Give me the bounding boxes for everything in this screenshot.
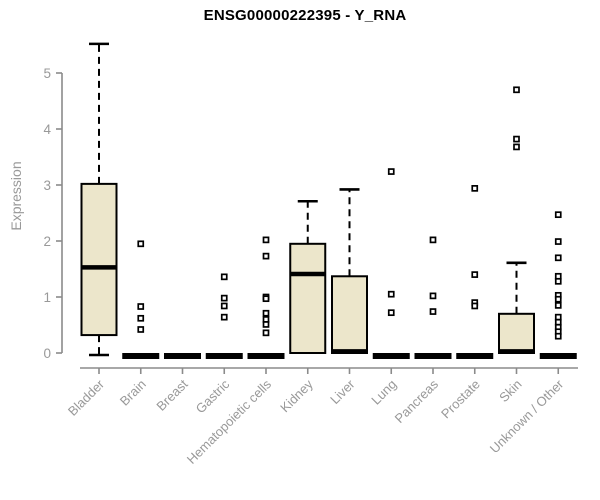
outlier-pancreas: [429, 236, 437, 244]
outlier-gastric: [220, 273, 228, 281]
x-tick-label-liver: Liver: [327, 376, 358, 407]
collapsed-box-unknown-other: [539, 353, 577, 359]
outlier-gastric: [220, 313, 228, 321]
outlier-gastric: [220, 294, 228, 302]
y-tick-label: 1: [43, 290, 51, 305]
x-tick-label-breast: Breast: [153, 376, 190, 413]
y-tick-label: 3: [43, 178, 51, 193]
box-kidney: [289, 242, 327, 354]
collapsed-box-brain: [122, 353, 160, 359]
outlier-unknown-other: [554, 238, 562, 245]
collapsed-box-gastric: [205, 353, 243, 359]
x-tick-label-prostate: Prostate: [438, 377, 483, 422]
outlier-lung: [387, 309, 395, 317]
outlier-hematopoietic-cells: [262, 236, 270, 244]
x-tick-label-bladder: Bladder: [65, 376, 108, 419]
collapsed-box-lung: [372, 353, 410, 359]
outlier-unknown-other: [554, 254, 562, 262]
outlier-gastric: [220, 302, 228, 310]
outlier-unknown-other: [554, 302, 562, 309]
x-tick-label-gastric: Gastric: [193, 376, 233, 416]
y-tick-label: 5: [43, 66, 51, 81]
y-tick-label: 0: [43, 346, 51, 361]
outlier-skin: [513, 86, 520, 94]
outlier-unknown-other: [554, 295, 562, 303]
outlier-skin: [513, 143, 520, 151]
collapsed-box-pancreas: [414, 353, 452, 359]
outlier-hematopoietic-cells: [262, 309, 270, 317]
outlier-brain: [137, 240, 145, 248]
outlier-prostate: [471, 185, 479, 192]
y-tick-label: 4: [43, 122, 51, 137]
outlier-hematopoietic-cells: [262, 252, 270, 260]
x-tick-label-skin: Skin: [496, 377, 524, 405]
outlier-skin: [513, 135, 520, 143]
x-tick-label-brain: Brain: [117, 377, 149, 409]
outlier-lung: [387, 168, 395, 175]
chart-title: ENSG00000222395 - Y_RNA: [203, 7, 407, 24]
outlier-unknown-other: [554, 332, 562, 340]
collapsed-box-hematopoietic-cells: [247, 353, 285, 359]
x-tick-label-pancreas: Pancreas: [392, 376, 442, 426]
outlier-pancreas: [429, 308, 437, 315]
outlier-brain: [137, 314, 145, 322]
outlier-unknown-other: [554, 211, 562, 219]
outlier-prostate: [471, 271, 479, 278]
x-tick-label-unknown-other: Unknown / Other: [487, 376, 567, 456]
outlier-hematopoietic-cells: [262, 329, 270, 337]
outlier-prostate: [471, 302, 479, 310]
outlier-hematopoietic-cells: [262, 295, 270, 303]
collapsed-box-prostate: [456, 353, 494, 359]
box-liver: [331, 275, 368, 354]
outlier-unknown-other: [554, 277, 562, 285]
outlier-pancreas: [429, 292, 437, 300]
y-tick-label: 2: [43, 234, 51, 249]
outlier-lung: [387, 290, 395, 298]
x-tick-label-lung: Lung: [368, 377, 399, 408]
collapsed-box-breast: [164, 353, 201, 359]
box-skin: [498, 312, 535, 354]
box-bladder: [80, 182, 118, 337]
outlier-brain: [137, 303, 145, 310]
outlier-brain: [137, 326, 145, 333]
outlier-hematopoietic-cells: [262, 321, 270, 328]
x-tick-label-kidney: Kidney: [277, 376, 316, 415]
